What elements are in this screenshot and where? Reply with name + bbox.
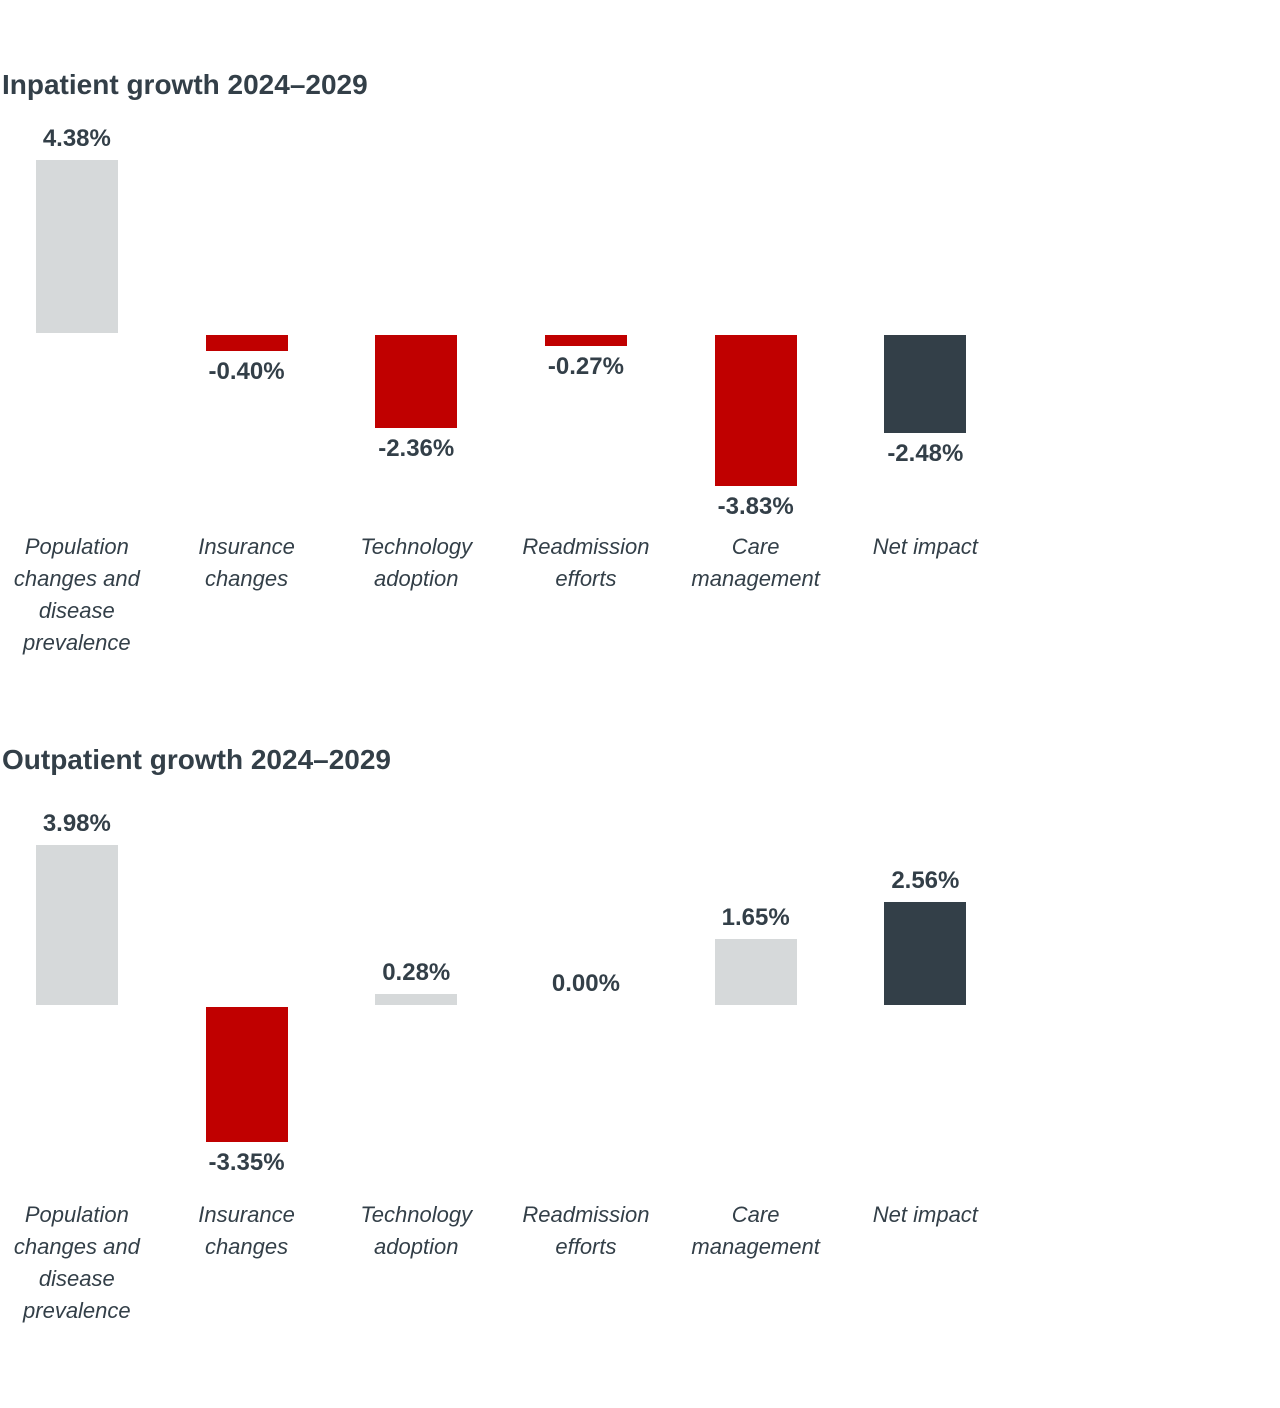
- bar-net-impact: [884, 902, 967, 1005]
- category-label-insurance-changes: Insurance changes: [198, 534, 295, 591]
- value-label-insurance-changes: -0.40%: [208, 358, 285, 385]
- value-label-net-impact: 2.56%: [891, 867, 960, 894]
- bar-population-changes-and-disease-prevalence: [35, 845, 118, 1005]
- category-label-net-impact: Net impact: [872, 534, 978, 559]
- value-label-population-changes-and-disease-prevalence: 3.98%: [42, 810, 111, 837]
- inpatient-chart-title: Inpatient growth 2024–2029: [2, 69, 368, 100]
- value-label-technology-adoption: 0.28%: [382, 959, 451, 986]
- category-label-net-impact: Net impact: [872, 1202, 978, 1227]
- category-label-technology-adoption: Technology adoption: [360, 1202, 473, 1259]
- value-label-readmission-efforts: 0.00%: [551, 970, 620, 997]
- bar-net-impact: [884, 335, 967, 433]
- inpatient-growth-chart: Inpatient growth 2024–2029 4.38% Populati…: [0, 0, 1280, 700]
- inpatient-plot-area: 4.38% Population changes and disease prev…: [0, 0, 1272, 700]
- value-label-insurance-changes: -3.35%: [208, 1149, 285, 1176]
- bar-insurance-changes: [205, 335, 288, 351]
- category-label-population-changes-and-disease-prevalence: Population changes and disease prevalenc…: [13, 534, 140, 655]
- category-label-technology-adoption: Technology adoption: [360, 534, 473, 591]
- bar-insurance-changes: [205, 1007, 288, 1142]
- category-label-care-management: Care management: [691, 1202, 820, 1259]
- category-label-readmission-efforts: Readmission efforts: [522, 1202, 650, 1259]
- bar-readmission-efforts: [544, 335, 627, 346]
- bar-technology-adoption: [375, 994, 458, 1005]
- bar-population-changes-and-disease-prevalence: [35, 160, 118, 333]
- value-label-net-impact: -2.48%: [887, 440, 964, 467]
- category-label-care-management: Care management: [691, 534, 820, 591]
- bar-technology-adoption: [375, 335, 458, 428]
- category-label-population-changes-and-disease-prevalence: Population changes and disease prevalenc…: [13, 1202, 140, 1323]
- outpatient-chart-title: Outpatient growth 2024–2029: [2, 744, 392, 775]
- value-label-technology-adoption: -2.36%: [378, 435, 455, 462]
- value-label-readmission-efforts: -0.27%: [547, 353, 624, 380]
- value-label-population-changes-and-disease-prevalence: 4.38%: [42, 125, 111, 152]
- value-label-care-management: -3.83%: [717, 493, 794, 520]
- outpatient-growth-chart: Outpatient growth 2024–2029 3.98% Populat…: [0, 700, 1280, 1408]
- bar-care-management: [714, 939, 797, 1005]
- category-label-insurance-changes: Insurance changes: [198, 1202, 295, 1259]
- category-label-readmission-efforts: Readmission efforts: [522, 534, 650, 591]
- bar-care-management: [714, 335, 797, 486]
- value-label-care-management: 1.65%: [721, 904, 790, 931]
- outpatient-plot-area: 3.98% Population changes and disease prev…: [0, 700, 1272, 1408]
